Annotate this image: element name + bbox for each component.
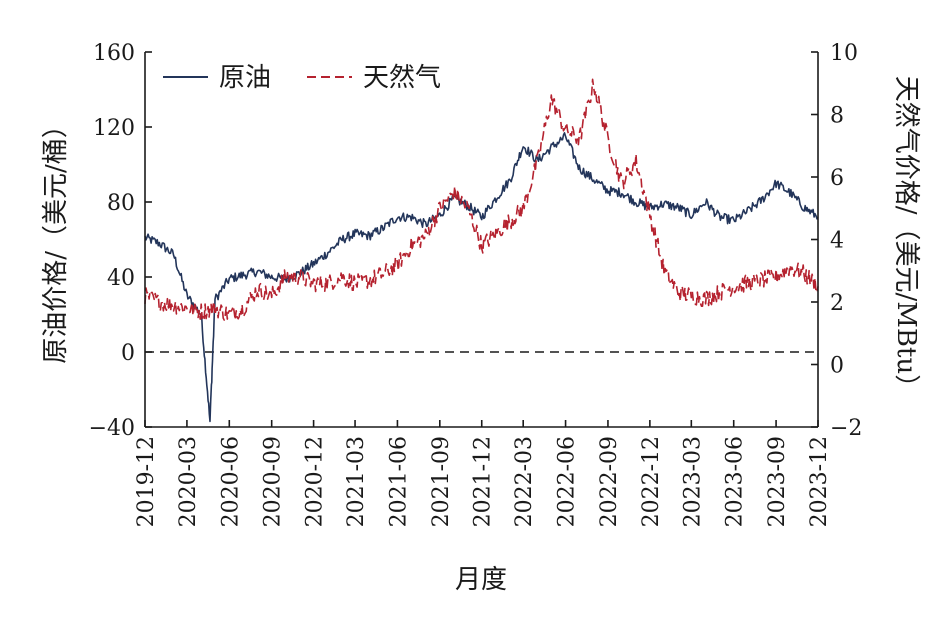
series-layer: [144, 78, 819, 423]
x-tick-label: 2022-09: [597, 436, 622, 527]
series-line-natural-gas: [144, 78, 819, 321]
left-y-tick-label: 80: [107, 191, 135, 216]
legend-label-natural-gas: 天然气: [363, 63, 441, 93]
x-tick-label: 2023-12: [807, 436, 832, 527]
x-tick-label: 2019-12: [134, 436, 159, 527]
right-y-axis-ticks: 10 8 6 4 2 0 −2: [811, 41, 862, 441]
right-y-tick-label: 0: [830, 354, 844, 379]
right-y-tick-label: 10: [830, 41, 858, 66]
left-y-tick-label: 0: [121, 341, 135, 366]
right-y-tick-label: 8: [830, 104, 844, 129]
x-tick-label: 2020-03: [176, 436, 201, 527]
x-tick-label: 2023-06: [723, 436, 748, 527]
right-y-axis-title: 天然气价格/（美元/MBtu）: [891, 76, 921, 400]
right-y-tick-label: 4: [830, 229, 844, 254]
left-y-tick-label: 120: [93, 116, 135, 141]
x-tick-label: 2021-03: [344, 436, 369, 527]
right-y-tick-label: 6: [830, 166, 844, 191]
series-line-crude-oil: [144, 132, 819, 423]
x-tick-label: 2023-03: [680, 436, 705, 527]
x-tick-label: 2022-06: [555, 436, 580, 527]
left-y-tick-label: 40: [107, 266, 135, 291]
x-axis-ticks: 2019-12 2020-03 2020-06 2020-09 2020-12 2021-…: [134, 420, 832, 527]
x-tick-label: 2022-12: [639, 436, 664, 527]
left-y-axis-ticks: 160 120 80 40 0 −40: [89, 41, 152, 441]
x-tick-label: 2020-09: [261, 436, 286, 527]
plot-area: [144, 78, 819, 423]
left-y-axis-title: 原油价格/（美元/桶）: [41, 112, 71, 364]
x-tick-label: 2020-06: [218, 436, 243, 527]
x-tick-label: 2021-09: [429, 436, 454, 527]
left-y-tick-label: 160: [93, 41, 135, 66]
x-tick-label: 2020-12: [303, 436, 328, 527]
x-tick-label: 2023-09: [765, 436, 790, 527]
x-axis-title: 月度: [455, 565, 507, 595]
legend-label-crude-oil: 原油: [219, 63, 271, 93]
right-y-tick-label: 2: [830, 291, 844, 316]
left-y-tick-label: −40: [89, 416, 135, 441]
x-tick-label: 2021-06: [386, 436, 411, 527]
legend: 原油 天然气: [163, 63, 441, 93]
right-y-tick-label: −2: [830, 416, 862, 441]
x-tick-label: 2022-03: [512, 436, 537, 527]
x-tick-label: 2021-12: [471, 436, 496, 527]
